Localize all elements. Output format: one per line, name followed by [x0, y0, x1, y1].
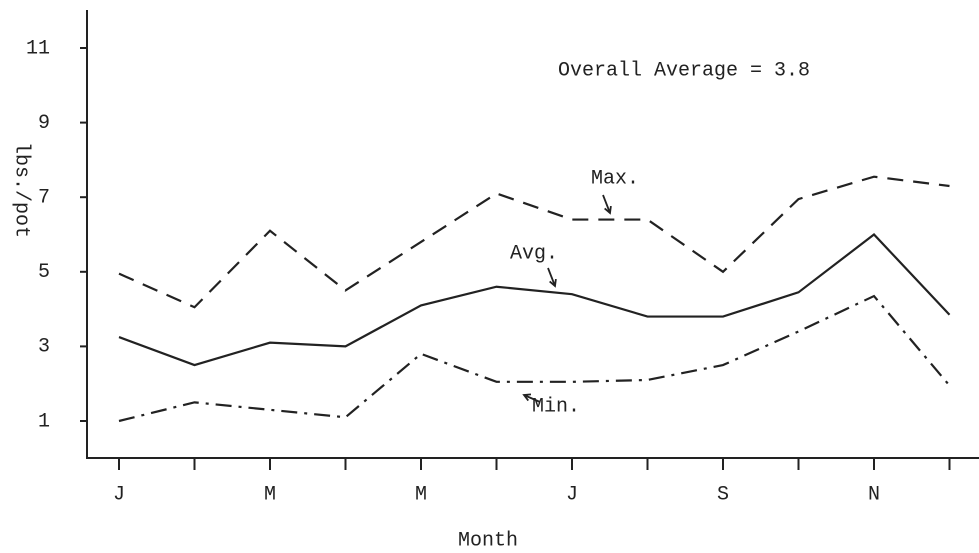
- x-tick-label: J: [113, 483, 125, 506]
- arrow-head: [549, 278, 557, 288]
- y-tick-label: 9: [38, 112, 50, 135]
- x-tick-label: J: [566, 483, 578, 506]
- arrow-head: [604, 205, 612, 215]
- series-line: [118, 233, 951, 367]
- y-tick-label: 5: [38, 261, 50, 284]
- series-label: Min.: [532, 395, 580, 418]
- series-line: [118, 175, 950, 309]
- y-tick-label: 3: [38, 336, 50, 359]
- x-tick-label: N: [868, 483, 880, 506]
- x-axis-label: Month: [458, 529, 518, 552]
- x-tick-label: S: [717, 483, 729, 506]
- series-line: [118, 294, 951, 423]
- arrow-head: [522, 393, 532, 402]
- x-tick-label: M: [264, 483, 276, 506]
- series-label: Max.: [591, 167, 639, 190]
- y-tick-label: 7: [38, 186, 50, 209]
- y-axis-label: lbs./pot: [10, 142, 33, 238]
- annotation: Overall Average = 3.8: [558, 59, 810, 82]
- x-tick-label: M: [415, 483, 427, 506]
- series-label: Avg.: [510, 242, 558, 265]
- y-tick-label: 11: [26, 37, 50, 60]
- label-arrow: [523, 394, 541, 403]
- label-arrow: [547, 267, 556, 287]
- label-arrow: [602, 194, 611, 214]
- y-tick-label: 1: [38, 410, 50, 433]
